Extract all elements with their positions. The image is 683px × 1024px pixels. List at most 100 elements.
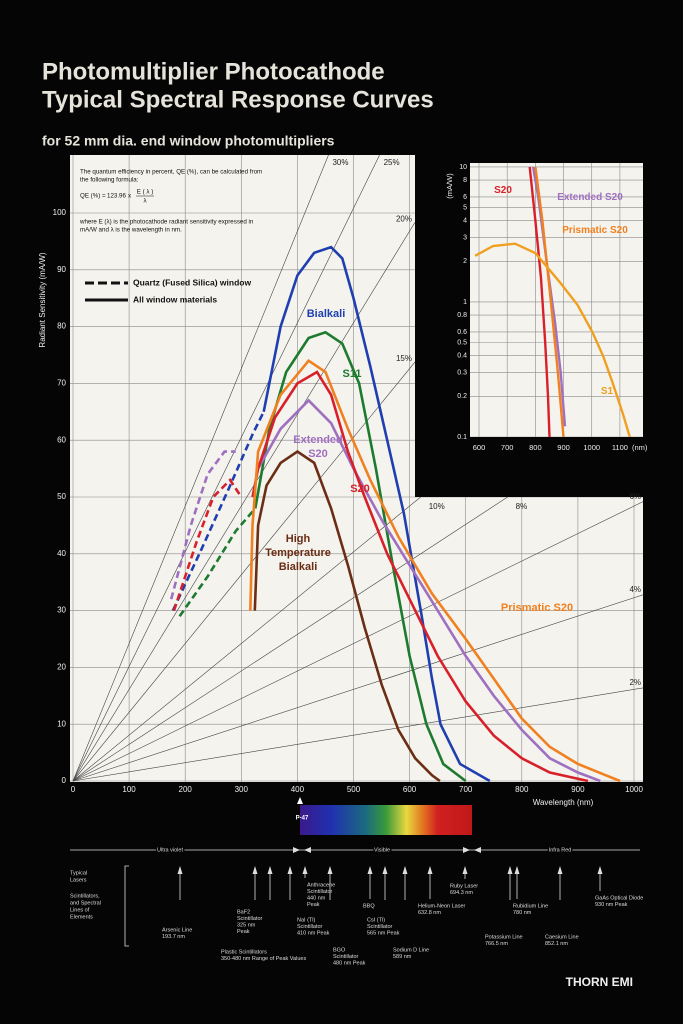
x-tick-label: 300 [235,785,249,794]
spectral-line-label: 410 nm Peak [297,930,330,936]
y-tick-label: 2 [463,258,467,265]
spectral-line-label: BaF2 [237,909,250,915]
qe-label: 20% [396,214,412,223]
spectral-line-label: Caesium Line [545,934,579,940]
y-tick-label: 0.2 [457,393,467,400]
x-tick-label: 400 [291,785,305,794]
x-axis-label: (nm) [632,443,648,452]
arrow-head [507,866,513,874]
y-tick-label: 0.1 [457,434,467,441]
x-tick-label: 600 [403,785,417,794]
spectral-line-label: Scintillator [333,954,359,960]
y-tick-label: 40 [57,549,66,558]
title-line: Photomultiplier Photocathode [42,58,385,85]
footer-brand: THORN EMI [566,975,633,989]
region-label: Infra Red [549,847,572,853]
x-tick-label: 500 [347,785,361,794]
spectral-line-label: 780 nm [513,910,532,916]
y-tick-label: 0.6 [457,329,467,336]
qe-line [72,496,421,782]
spectral-line-label: Rubidium Line [513,903,548,909]
formula-lhs: QE (%) = [80,193,106,200]
qe-line [72,361,416,782]
formula-text: mA/W and λ is the wavelength in nm. [80,227,182,234]
curve-label: S1 [600,386,614,397]
spectrum-band [300,805,472,835]
spectral-line-label: 589 nm [393,954,412,960]
curve-label: Bialkali [306,308,346,320]
formula-text: where E (λ) is the photocathode radiant … [79,219,254,226]
arrow-head [177,866,183,874]
curve [256,398,601,782]
region-label: Ultra violet [157,847,183,853]
plot-panel [70,155,643,782]
inset-panel [470,163,643,437]
y-tick-label: 20 [57,663,66,672]
x-tick-label: 900 [571,785,585,794]
spectral-line-label: 930 nm Peak [595,902,628,908]
spectral-line-label: 480 nm Peak [333,960,366,966]
qe-line [72,594,643,782]
spectral-line-label: Scintillator [367,924,393,930]
spectral-line-label: 565 nm Peak [367,930,400,936]
arrow-head [327,866,333,874]
legend-label: Quartz (Fused Silica) window [133,277,251,287]
spectral-line-label: NaI (Tl) [297,917,316,923]
y-tick-label: 3 [463,234,467,241]
spectral-line-label: Potassium Line [485,934,523,940]
arrow-head [382,866,388,874]
spectral-line-label: Ruby Laser [450,883,478,889]
y-tick-label: 0 [62,776,67,785]
title-line: Typical Spectral Response Curves [42,86,434,113]
curve [534,166,565,437]
x-tick-label: 700 [501,443,514,452]
arrow-head [402,866,408,874]
quartz-curve [172,477,243,612]
spectral-line-label: GaAs Optical Diode [595,895,643,901]
spectral-line-label: Scintillator [297,924,323,930]
y-tick-label: 1 [463,299,467,306]
row-label: Typical [70,870,87,876]
region-arrow [293,847,300,853]
qe-line [72,155,329,782]
qe-label: 25% [384,158,400,167]
spectral-line-label: Peak [237,929,250,935]
spectral-line-label: Scintillator [237,916,263,922]
qe-label: 4% [629,585,641,594]
y-tick-label: 0.4 [457,353,467,360]
x-tick-label: 1000 [583,443,600,452]
x-tick-label: 700 [459,785,473,794]
curve-label: S20 [350,483,370,495]
spectral-line-label: 325 nm [237,922,256,928]
spectral-line-label: Peak [307,902,320,908]
inset-plot [470,163,643,437]
qe-label: 10% [429,502,445,511]
region-arrow [463,847,470,853]
curve-label: High Temperature Bialkali [265,533,331,573]
x-tick-label: 100 [122,785,136,794]
arrow-head [557,866,563,874]
arrow-head [427,866,433,874]
y-tick-label: 10 [57,719,66,728]
qe-label: 6% [629,492,641,501]
curve-label: S20 [494,185,512,196]
spectral-line-label: Plastic Scintillators [221,949,267,955]
arrow-head [302,866,308,874]
arrow-head [367,866,373,874]
y-tick-label: 4 [463,218,467,225]
formula-numerator: E ( λ ) [137,189,154,196]
qe-line [72,501,643,782]
spectral-line-label: 852.1 nm [545,941,568,947]
row-label: Elements [70,914,93,920]
quartz-curve [169,450,236,600]
y-tick-label: 30 [57,606,66,615]
spectral-line-label: Arsenic Line [162,927,192,933]
qe-label: 30% [332,158,348,167]
qe-line [72,496,508,782]
curve [528,166,551,437]
y-tick-label: 8 [463,177,467,184]
arrow-head [597,866,603,874]
spectral-line-label: Helium-Neon Laser [418,903,466,909]
